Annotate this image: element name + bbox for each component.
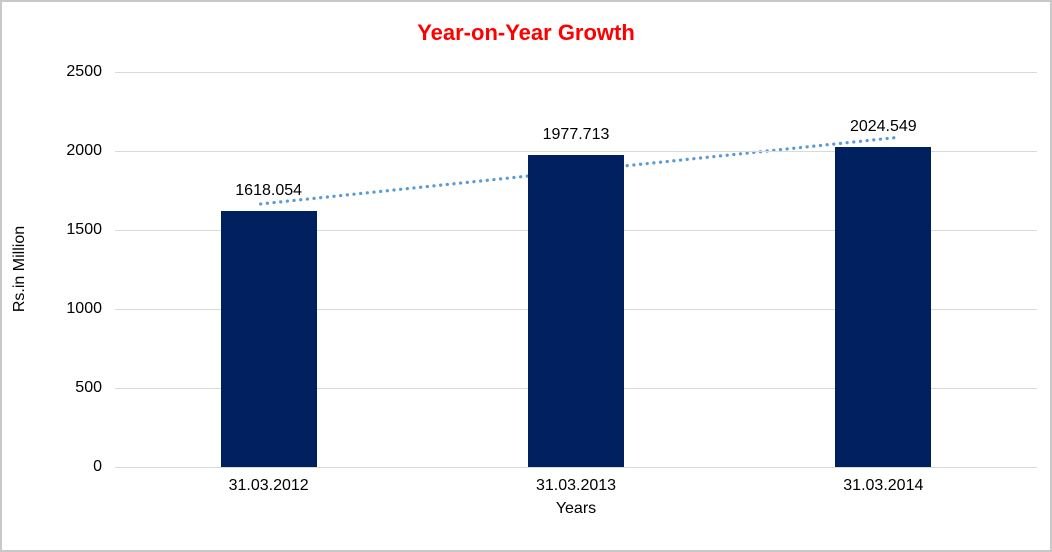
y-tick-label: 0 <box>93 458 102 475</box>
gridline <box>115 467 1037 468</box>
x-axis-title: Years <box>555 500 597 517</box>
bar-value-label: 1618.054 <box>235 182 303 200</box>
x-tick-label: 31.03.2014 <box>843 477 924 494</box>
bar-value-label: 1977.713 <box>542 125 610 143</box>
y-tick-label: 2000 <box>66 142 102 159</box>
bar-value-label: 2024.549 <box>849 118 917 136</box>
y-tick-label: 1500 <box>66 221 102 238</box>
x-tick-label: 31.03.2012 <box>228 477 309 494</box>
gridline <box>115 151 1037 152</box>
y-tick-label: 500 <box>75 379 102 396</box>
chart-title: Year-on-Year Growth <box>417 20 635 45</box>
y-axis-title: Rs.in Million <box>11 225 28 313</box>
bar <box>835 147 932 467</box>
gridline <box>115 72 1037 73</box>
y-tick-label: 2500 <box>66 63 102 80</box>
x-tick-label: 31.03.2013 <box>535 477 617 494</box>
y-tick-label: 1000 <box>66 300 102 317</box>
bar <box>528 154 624 467</box>
bar <box>220 211 317 467</box>
